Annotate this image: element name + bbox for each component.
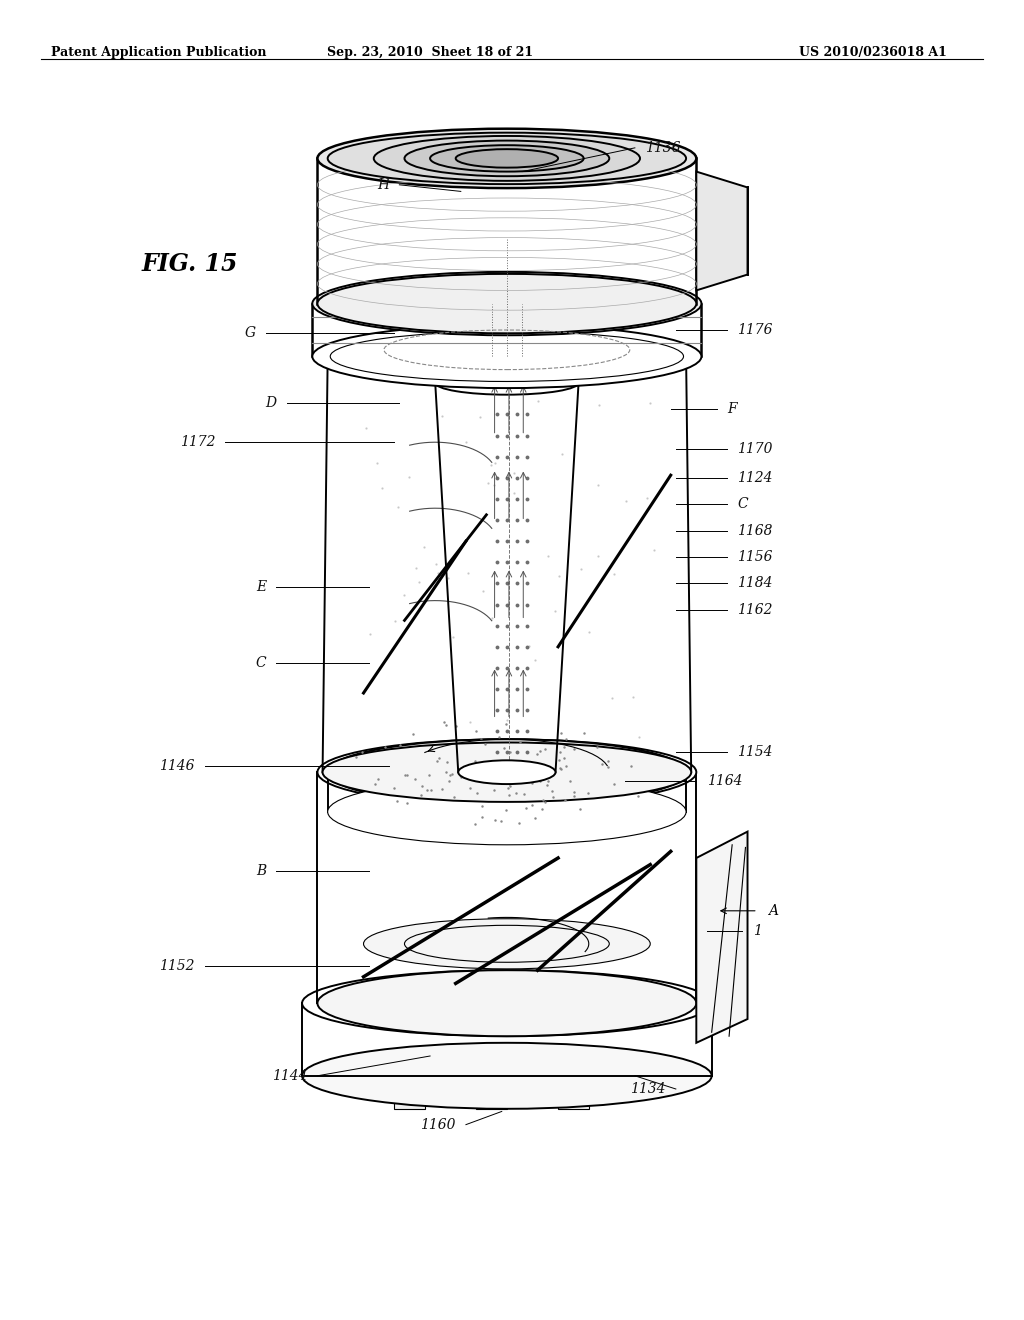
Text: E: E (256, 581, 266, 594)
Ellipse shape (404, 141, 609, 177)
Text: 1: 1 (753, 924, 762, 937)
Text: 1162: 1162 (737, 603, 773, 616)
Text: 1124: 1124 (737, 471, 773, 484)
Polygon shape (476, 1076, 507, 1109)
Text: 1168: 1168 (737, 524, 773, 537)
Ellipse shape (330, 277, 684, 330)
Ellipse shape (317, 129, 696, 189)
Ellipse shape (328, 133, 686, 185)
Ellipse shape (358, 746, 655, 799)
Ellipse shape (302, 1043, 712, 1109)
Text: D: D (265, 396, 276, 409)
Text: 1152: 1152 (159, 960, 195, 973)
Text: 1154: 1154 (737, 746, 773, 759)
Polygon shape (394, 1076, 425, 1109)
Ellipse shape (317, 275, 696, 334)
Text: F: F (727, 403, 736, 416)
Text: FIG. 15: FIG. 15 (141, 252, 238, 276)
Text: 1176: 1176 (737, 323, 773, 337)
Text: 1136: 1136 (645, 141, 681, 154)
Text: B: B (256, 865, 266, 878)
Text: 1144: 1144 (271, 1069, 307, 1082)
Text: 1172: 1172 (179, 436, 215, 449)
Text: 1170: 1170 (737, 442, 773, 455)
Ellipse shape (302, 970, 712, 1036)
Text: 1146: 1146 (159, 759, 195, 772)
Ellipse shape (312, 325, 701, 388)
Ellipse shape (317, 970, 696, 1036)
Ellipse shape (328, 779, 686, 845)
Ellipse shape (456, 149, 558, 168)
Polygon shape (558, 1076, 589, 1109)
Ellipse shape (435, 371, 579, 395)
Text: 1184: 1184 (737, 577, 773, 590)
Ellipse shape (459, 760, 555, 784)
Text: C: C (737, 498, 748, 511)
Ellipse shape (340, 742, 674, 803)
Ellipse shape (374, 136, 640, 181)
Text: 1156: 1156 (737, 550, 773, 564)
Text: Sep. 23, 2010  Sheet 18 of 21: Sep. 23, 2010 Sheet 18 of 21 (327, 46, 534, 59)
Ellipse shape (317, 739, 696, 805)
Text: C: C (256, 656, 266, 669)
Ellipse shape (328, 739, 686, 805)
Text: Patent Application Publication: Patent Application Publication (51, 46, 266, 59)
Text: 1134: 1134 (630, 1082, 666, 1096)
Text: H: H (377, 178, 389, 191)
Polygon shape (696, 832, 748, 1043)
Ellipse shape (430, 145, 584, 172)
Ellipse shape (323, 742, 691, 803)
Text: 1160: 1160 (420, 1118, 456, 1131)
Ellipse shape (364, 919, 650, 969)
Text: G: G (245, 326, 256, 339)
Text: US 2010/0236018 A1: US 2010/0236018 A1 (799, 46, 946, 59)
Text: A: A (768, 904, 778, 917)
Ellipse shape (323, 326, 691, 385)
Ellipse shape (312, 272, 701, 335)
Text: 1164: 1164 (707, 775, 742, 788)
Polygon shape (696, 172, 748, 290)
